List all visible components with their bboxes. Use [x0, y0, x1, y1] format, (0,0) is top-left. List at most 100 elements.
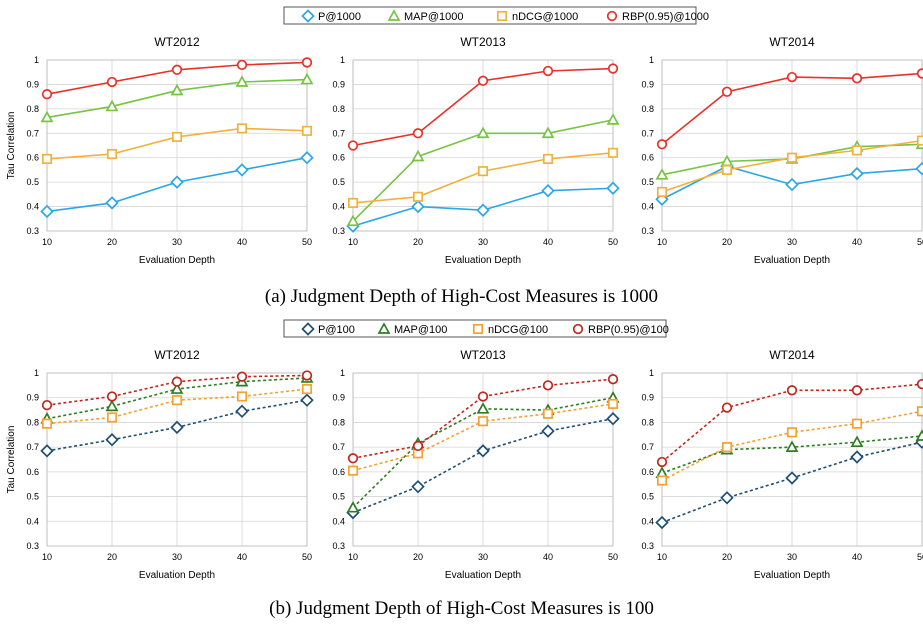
chart-title: WT2014: [769, 348, 815, 362]
y-tick-label: 0.5: [26, 177, 39, 187]
data-point-ndcg: [607, 147, 619, 158]
data-point-rbp: [171, 376, 183, 387]
data-point-ndcg: [477, 166, 489, 177]
data-point-ndcg: [171, 131, 183, 142]
y-tick-label: 0.3: [641, 226, 654, 236]
x-tick-label: 10: [348, 552, 358, 562]
chart-panel-wt2012-b: 0.3 0.4 0.5 0.6 0.7 0.8 0.9 1 10 20 30 40 50 WT2012 Ev…: [6, 348, 314, 581]
chart-panel-wt2012-a: 0.3 0.4 0.5 0.6 0.7 0.8 0.9 1 10 20 30 40 50 WT2012 Ev…: [6, 35, 314, 266]
x-axis-label: Evaluation Depth: [139, 255, 215, 266]
data-point-ndcg: [412, 191, 424, 202]
y-tick-label: 0.5: [641, 177, 654, 187]
y-tick-label: 0.6: [26, 467, 39, 477]
chart-panel-wt2013-a: 0.3 0.4 0.5 0.6 0.7 0.8 0.9 1 10 20 30 40 50 WT2013 Ev…: [332, 35, 620, 266]
data-point-rbp: [607, 63, 619, 74]
y-tick-label: 0.5: [26, 492, 39, 502]
data-point-map: [850, 435, 864, 448]
legend-label: RBP(0.95)@1000: [622, 11, 709, 23]
y-tick-label: 0.4: [26, 202, 39, 212]
square-icon: [472, 323, 484, 335]
y-tick-label: 0.6: [26, 153, 39, 163]
y-tick-label: 0.6: [641, 467, 654, 477]
y-tick-label: 0.9: [332, 393, 345, 403]
data-point-ndcg: [301, 125, 313, 136]
data-point-rbp: [106, 391, 118, 402]
y-tick-label: 0.7: [26, 128, 39, 138]
x-tick-label: 40: [237, 552, 247, 562]
legend-a: P@1000 MAP@1000 nDCG@1000 RBP(0.95)@1000: [283, 6, 709, 25]
plot-frame: [46, 372, 308, 547]
data-point-p: [785, 471, 799, 485]
x-tick-label: 20: [413, 237, 423, 247]
data-point-map: [541, 126, 555, 139]
data-point-rbp: [607, 374, 619, 385]
x-axis-label: Evaluation Depth: [754, 255, 830, 266]
chart-panel-wt2014-a: 0.3 0.4 0.5 0.6 0.7 0.8 0.9 1 10 20 30 40 50 WT2014 Ev…: [641, 35, 923, 266]
x-axis-label: Evaluation Depth: [754, 570, 830, 581]
y-tick-label: 0.8: [26, 104, 39, 114]
x-tick-label: 40: [852, 237, 862, 247]
x-tick-label: 30: [787, 552, 797, 562]
data-point-ndcg: [301, 384, 313, 395]
x-tick-label: 10: [42, 237, 52, 247]
data-point-p: [785, 177, 799, 192]
chart-title: WT2012: [154, 35, 200, 49]
x-tick-label: 50: [302, 552, 312, 562]
y-tick-label: 0.9: [26, 79, 39, 89]
data-point-ndcg: [236, 123, 248, 134]
y-tick-label: 0.3: [641, 541, 654, 551]
y-tick-label: 0.9: [332, 79, 345, 89]
data-point-rbp: [721, 86, 733, 97]
data-point-rbp: [542, 65, 554, 77]
data-point-p: [541, 424, 555, 438]
data-point-rbp: [542, 380, 554, 391]
y-tick-label: 0.5: [332, 177, 345, 187]
data-point-p: [300, 151, 314, 165]
x-tick-label: 40: [852, 552, 862, 562]
legend-label: nDCG@100: [488, 324, 548, 336]
diamond-icon: [301, 322, 315, 336]
legend-b: P@100 MAP@100 nDCG@100 RBP(0.95)@100: [283, 319, 669, 338]
data-point-p: [105, 196, 119, 210]
y-tick-label: 0.9: [26, 393, 39, 403]
x-tick-label: 30: [172, 552, 182, 562]
y-axis-label: Tau Correlation: [6, 426, 17, 494]
data-point-p: [40, 204, 54, 219]
y-tick-label: 1: [34, 55, 39, 65]
x-tick-label: 50: [302, 237, 312, 247]
data-point-rbp: [721, 402, 733, 413]
x-tick-label: 50: [608, 237, 618, 247]
legend-label: MAP@100: [394, 324, 447, 336]
data-point-map: [105, 99, 119, 112]
data-point-map: [785, 440, 799, 452]
x-tick-label: 50: [917, 237, 923, 247]
y-tick-label: 0.9: [641, 393, 654, 403]
y-tick-label: 0.7: [26, 442, 39, 452]
data-point-ndcg: [41, 153, 53, 164]
y-tick-label: 0.8: [332, 417, 345, 427]
chart-title: WT2012: [154, 348, 200, 362]
y-tick-label: 0.4: [332, 516, 345, 526]
data-point-p: [300, 393, 314, 407]
x-tick-label: 40: [543, 237, 553, 247]
y-tick-label: 0.6: [641, 153, 654, 163]
data-point-rbp: [786, 71, 798, 83]
data-point-map: [655, 168, 669, 180]
data-point-p: [606, 412, 620, 426]
diamond-icon: [301, 9, 315, 23]
y-tick-label: 0.8: [26, 417, 39, 427]
data-point-p: [411, 199, 425, 214]
triangle-icon: [387, 9, 401, 21]
caption-b: (b) Judgment Depth of High-Cost Measures…: [269, 598, 654, 619]
data-point-ndcg: [786, 152, 798, 163]
y-tick-label: 0.3: [332, 541, 345, 551]
x-tick-label: 20: [413, 552, 423, 562]
x-tick-label: 10: [348, 237, 358, 247]
data-point-rbp: [656, 456, 668, 468]
y-tick-label: 0.7: [641, 128, 654, 138]
y-tick-label: 1: [340, 55, 345, 65]
circle-icon: [606, 10, 618, 22]
data-point-p: [655, 515, 669, 530]
data-point-rbp: [301, 370, 313, 381]
